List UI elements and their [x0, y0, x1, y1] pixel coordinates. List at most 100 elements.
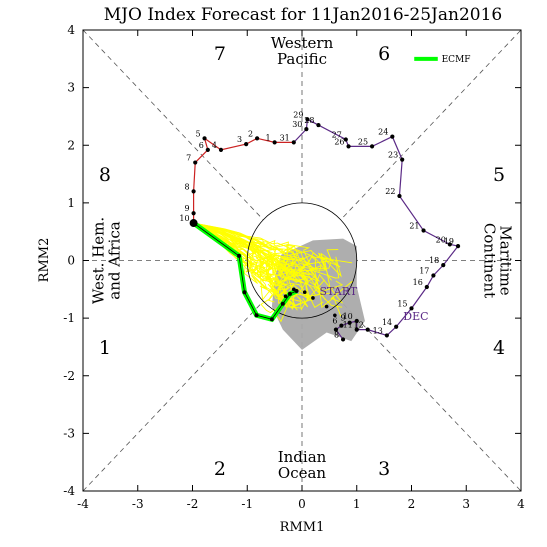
observed-day-point	[255, 136, 260, 141]
ensemble-endpoint	[324, 304, 329, 309]
phase-label: 5	[493, 164, 505, 186]
legend-label: ECMF	[442, 55, 471, 65]
region-label-right: Continent	[480, 223, 498, 298]
observed-day-point	[305, 117, 310, 122]
day-label: 16	[413, 278, 423, 287]
observed-day-point	[369, 144, 375, 149]
x-tick-label: 2	[408, 497, 416, 511]
phase-label: 2	[214, 458, 226, 480]
x-axis-label: RMM1	[280, 520, 325, 535]
observed-day-point	[333, 327, 339, 332]
ensemble-member-line	[193, 222, 320, 282]
y-tick-label: 4	[67, 23, 75, 37]
observed-day-point	[455, 243, 461, 249]
observed-day-point	[390, 134, 395, 139]
observed-day-point	[346, 144, 351, 149]
phase-label: 1	[99, 337, 111, 359]
day-label: 6	[332, 317, 337, 326]
phase-label: 6	[378, 43, 390, 65]
observed-day-point	[421, 228, 426, 233]
day-label: 9	[341, 314, 346, 323]
phase-label: 7	[214, 43, 226, 65]
y-tick-label: -3	[63, 426, 75, 440]
ensemble-endpoint	[283, 294, 288, 299]
ensemble-mean-point	[254, 313, 259, 318]
day-label: 8	[185, 182, 190, 191]
y-tick-label: 2	[67, 138, 75, 152]
region-label-top: Pacific	[277, 50, 327, 68]
day-label: 10	[343, 312, 353, 321]
day-label: 13	[373, 326, 383, 335]
observed-day-point	[218, 147, 224, 152]
region-label-left-group: West. Hem.and Africa	[90, 217, 124, 304]
ensemble-member-line	[193, 222, 288, 289]
observed-day-point	[193, 160, 198, 165]
day-label: 11	[343, 321, 353, 330]
day-label: 21	[409, 222, 419, 231]
observed-day-point	[291, 140, 296, 145]
y-tick-label: -2	[63, 369, 75, 383]
ensemble-mean-point	[294, 289, 299, 294]
ensemble-member-line	[193, 222, 332, 281]
day-label: 19	[444, 237, 454, 246]
observed-day-point	[354, 318, 359, 324]
observed-day-point	[339, 323, 344, 328]
ensemble-member-line	[193, 222, 290, 284]
day-label: 18	[429, 256, 439, 265]
region-label-bottom: Ocean	[278, 464, 327, 482]
observed-day-point	[205, 147, 210, 152]
observed-day-point	[316, 122, 321, 128]
ensemble-mean-centerline	[193, 222, 297, 320]
ensemble-mean-point	[237, 253, 242, 258]
region-label-left: West. Hem.	[90, 217, 108, 304]
day-label: 26	[334, 137, 344, 146]
y-axis-label: RMM2	[37, 238, 52, 283]
region-label-bottom: Indian	[278, 448, 327, 466]
observed-day-point	[397, 193, 402, 199]
observed-day-point	[202, 136, 207, 141]
observed-day-point	[191, 189, 196, 194]
day-label: 15	[397, 299, 407, 308]
ensemble-member-line	[193, 222, 301, 308]
y-tick-label: 3	[67, 81, 75, 95]
observed-day-point	[400, 157, 405, 162]
annotation-label: START	[320, 285, 358, 298]
observed-day-point	[244, 141, 249, 147]
ensemble-endpoint	[291, 287, 296, 292]
day-label: 9	[185, 204, 190, 213]
day-label: 5	[195, 129, 200, 138]
region-label-right: Maritime	[496, 225, 514, 295]
day-label: 10	[179, 214, 189, 223]
ensemble-endpoint	[311, 296, 315, 300]
phase-label: 3	[378, 458, 390, 480]
ensemble-endpoint	[333, 313, 337, 318]
observed-day-point	[424, 284, 429, 290]
ensemble-mean-point	[287, 291, 292, 296]
start-marker	[189, 219, 198, 228]
y-tick-label: -1	[63, 311, 75, 325]
observed-day-point	[441, 263, 446, 268]
region-label-top: Western	[271, 34, 334, 52]
y-tick-label: 1	[67, 196, 75, 210]
x-tick-label: 0	[298, 497, 306, 511]
y-tick-label: 0	[67, 254, 75, 268]
ensemble-mean-point	[280, 301, 285, 306]
annotation-label: DEC	[403, 310, 428, 323]
day-label: 14	[382, 318, 392, 327]
y-tick-label: -4	[63, 484, 75, 498]
day-label: 22	[385, 187, 395, 196]
day-label: 27	[332, 130, 342, 139]
region-label-left: and Africa	[106, 221, 124, 299]
x-tick-label: -2	[187, 497, 199, 511]
chart-title: MJO Index Forecast for 11Jan2016-25Jan20…	[104, 5, 502, 25]
x-tick-label: -4	[77, 497, 89, 511]
observed-day-point	[384, 333, 389, 338]
observed-day-point	[409, 306, 414, 311]
day-label: 17	[419, 266, 429, 275]
observed-day-point	[365, 327, 370, 332]
day-label: 4	[212, 141, 217, 150]
day-label: 30	[292, 120, 302, 129]
day-label: 24	[378, 128, 388, 137]
x-tick-label: -3	[132, 497, 144, 511]
ensemble-mean-point	[269, 317, 274, 322]
